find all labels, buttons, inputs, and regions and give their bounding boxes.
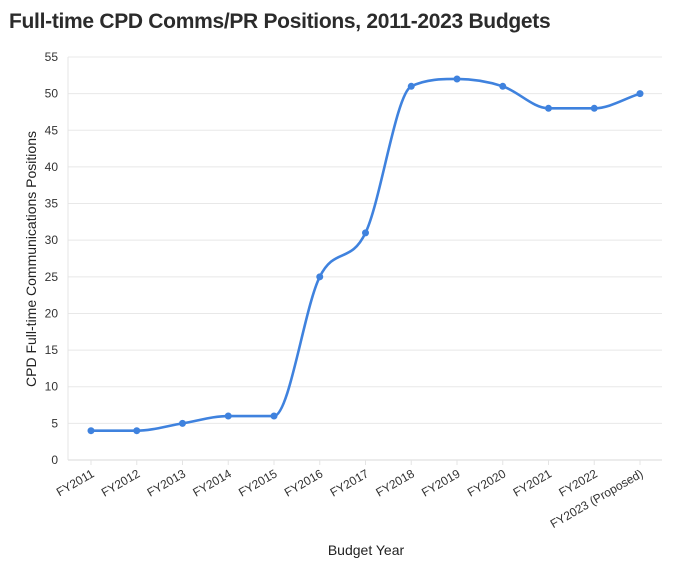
y-tick-labels: 0 5 10 15 20 25 30 35 40 45 50 55: [45, 50, 59, 467]
y-tick-label: 10: [45, 380, 59, 394]
data-point[interactable]: [362, 229, 369, 237]
data-point[interactable]: [224, 412, 232, 420]
y-axis-title: CPD Full-time Communications Positions: [23, 131, 39, 387]
data-points: [87, 75, 644, 435]
y-tick-label: 55: [45, 50, 59, 64]
x-axis-title: Budget Year: [328, 542, 405, 558]
y-tick-label: 15: [45, 343, 59, 357]
y-tick-label: 5: [51, 416, 58, 430]
x-tick-label: FY2017: [328, 466, 372, 499]
data-point[interactable]: [453, 75, 461, 83]
chart-title: Full-time CPD Comms/PR Positions, 2011-2…: [9, 10, 551, 33]
data-point[interactable]: [179, 419, 186, 427]
x-tick-label: FY2014: [190, 466, 234, 499]
data-point[interactable]: [270, 412, 278, 420]
y-tick-label: 20: [45, 306, 59, 320]
x-tick-label: FY2019: [419, 466, 463, 499]
x-tick-label: FY2018: [373, 466, 417, 499]
data-point[interactable]: [499, 82, 507, 90]
x-tick-label: FY2013: [145, 466, 189, 499]
data-point[interactable]: [407, 82, 415, 90]
y-tick-label: 35: [45, 197, 59, 211]
data-point[interactable]: [87, 427, 95, 435]
y-tick-label: 45: [45, 123, 59, 137]
x-tick-labels: FY2011 FY2012 FY2013 FY2014 FY2015 FY2016 FY20…: [54, 460, 646, 531]
x-tick-label: FY2012: [99, 466, 143, 499]
y-tick-label: 30: [45, 233, 59, 247]
x-tick-label: FY2015: [236, 466, 280, 499]
data-point[interactable]: [133, 427, 141, 435]
y-tick-label: 50: [45, 87, 59, 101]
data-point[interactable]: [636, 90, 644, 98]
data-point[interactable]: [316, 273, 324, 281]
y-tick-label: 25: [45, 270, 59, 284]
data-point[interactable]: [590, 104, 598, 112]
series-line: [90, 77, 641, 432]
x-tick-label: FY2021: [511, 466, 555, 499]
y-tick-label: 0: [51, 453, 58, 467]
x-tick-label: FY2020: [465, 466, 509, 499]
x-tick-label: FY2016: [282, 466, 326, 499]
x-tick-label: FY2011: [54, 466, 97, 499]
gridlines: [67, 56, 662, 461]
data-point[interactable]: [545, 104, 552, 112]
y-tick-label: 40: [45, 160, 59, 174]
